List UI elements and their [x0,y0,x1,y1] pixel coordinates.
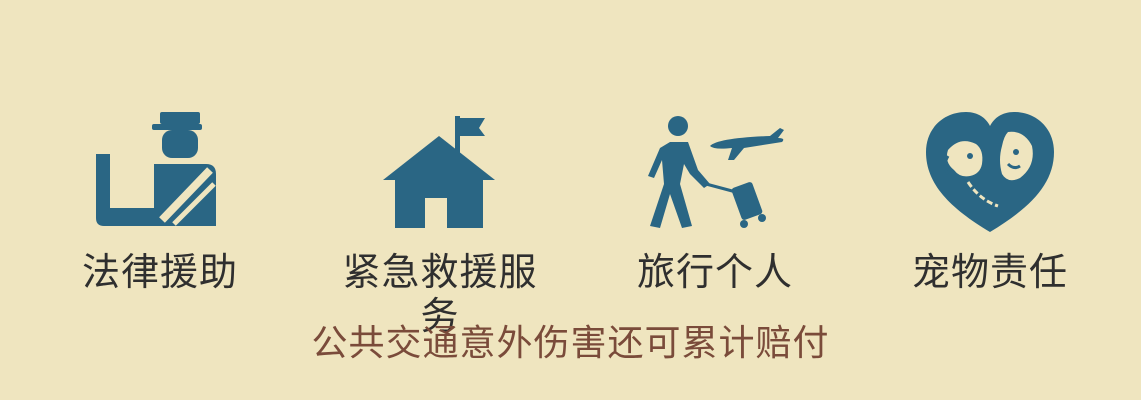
feature-travel-personal: 旅行个人 [600,100,830,300]
legal-officer-icon [96,112,216,226]
bottom-note: 公共交通意外伤害还可累计赔付 [311,323,830,364]
feature-legal-aid: 法律援助 [45,100,275,300]
feature-pet-liability: 宠物责任 [875,100,1105,300]
traveler-plane-icon [648,116,784,228]
feature-label: 旅行个人 [636,250,793,294]
feature-emergency-rescue: 紧急救援服务 [325,100,555,338]
feature-label: 紧急救援服务 [342,250,538,338]
feature-label: 法律援助 [81,250,238,294]
pet-heart-icon [926,112,1054,232]
feature-label: 宠物责任 [911,250,1068,294]
house-flag-icon [383,116,495,228]
